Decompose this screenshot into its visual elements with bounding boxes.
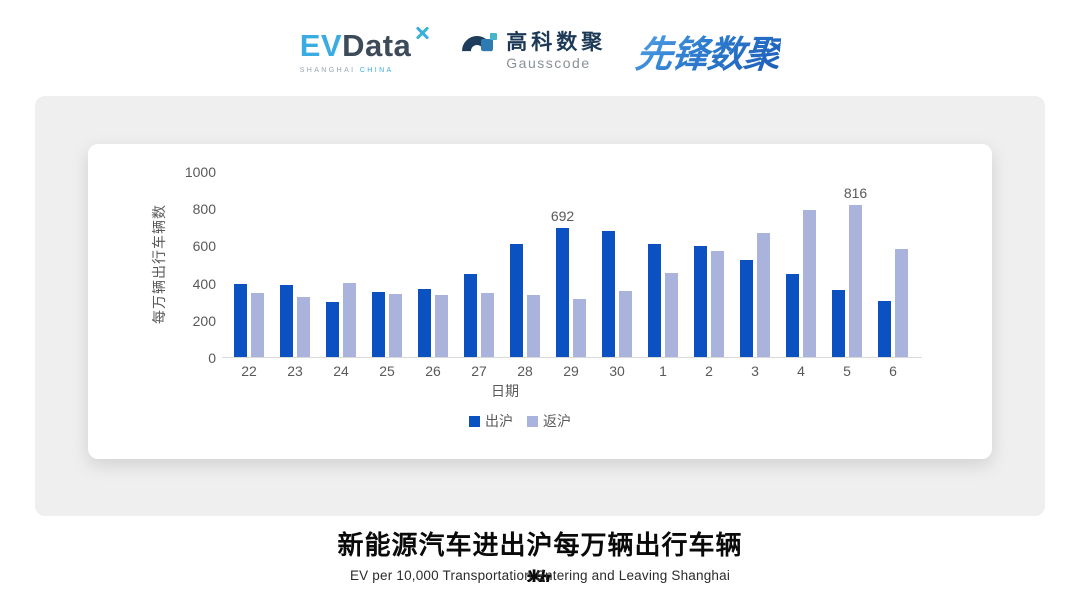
legend-item-出沪: 出沪	[469, 411, 513, 431]
bar-返沪-25	[389, 294, 402, 357]
x-tick-label: 24	[333, 363, 349, 379]
legend: 出沪 返沪	[88, 411, 952, 431]
x-tick-label: 29	[563, 363, 579, 379]
y-tick-label: 800	[192, 201, 216, 218]
x-axis-title: 日期	[491, 383, 519, 399]
bar-group	[686, 171, 732, 357]
bar-出沪-3	[740, 260, 753, 357]
y-tick-label: 600	[192, 238, 216, 255]
bar-value-label: 692	[550, 208, 575, 224]
evdata-tagline-china: CHINA	[359, 67, 394, 74]
x-tick-label: 25	[379, 363, 395, 379]
bar-返沪-29	[573, 299, 586, 357]
bar-出沪-22	[234, 284, 247, 357]
bar-出沪-29: 692	[551, 208, 574, 357]
bar-group	[364, 171, 410, 357]
bar-group	[318, 171, 364, 357]
bar-出沪-27	[464, 274, 477, 357]
x-tick-label: 4	[797, 363, 805, 379]
y-tick-label: 1000	[184, 164, 216, 180]
bar-返沪-4	[803, 210, 816, 357]
bar-出沪-23	[280, 285, 293, 357]
legend-swatch-icon	[469, 415, 480, 427]
bar-返沪-30	[619, 291, 632, 357]
y-axis-title: 每万辆出行车辆数	[151, 204, 167, 324]
x-tick-label: 2	[705, 363, 713, 379]
x-tick-label: 1	[659, 363, 667, 379]
bar-返沪-28	[527, 295, 540, 357]
bar-返沪-1	[665, 273, 678, 357]
bar-group	[732, 171, 778, 357]
bar-出沪-4	[786, 274, 799, 357]
legend-label: 出沪	[485, 413, 513, 429]
y-tick-label: 0	[208, 350, 216, 366]
x-tick-label: 6	[889, 363, 897, 379]
legend-item-返沪: 返沪	[527, 411, 571, 431]
bar-返沪-5: 816	[844, 185, 867, 357]
gausscode-en-label: Gausscode	[506, 54, 591, 71]
bar-返沪-26	[435, 295, 448, 357]
chart-subtitle: EV per 10,000 Transportation Entering an…	[349, 568, 731, 583]
bar-group	[456, 171, 502, 357]
x-tick-label: 23	[287, 363, 303, 379]
y-axis-ticks: 0 200 400 600 800 1000	[172, 164, 226, 366]
bar-返沪-6	[895, 249, 908, 357]
chart-panel: 每万辆出行车辆数 0 200 400 600 800 1000 692 816 22 23 24…	[35, 96, 1045, 516]
bar-出沪-30	[602, 231, 615, 357]
legend-swatch-icon	[527, 415, 538, 427]
bar-出沪-28	[510, 244, 523, 357]
bar-group: 816	[824, 171, 870, 357]
legend-label: 返沪	[543, 413, 571, 429]
x-tick-label: 22	[241, 363, 257, 379]
bar-出沪-2	[694, 246, 707, 357]
bar-group	[410, 171, 456, 357]
bar-出沪-5	[832, 290, 845, 357]
bar-group	[272, 171, 318, 357]
evdata-logo-data: Data	[342, 28, 412, 63]
x-tick-label: 3	[751, 363, 759, 379]
bar-group	[594, 171, 640, 357]
bar-出沪-25	[372, 292, 385, 357]
x-tick-label: 5	[843, 363, 851, 379]
plot-area: 692 816	[222, 171, 922, 358]
y-tick-label: 200	[192, 312, 216, 329]
bar-返沪-2	[711, 251, 724, 357]
x-axis-ticks: 22 23 24 25 26 27 28 29 30 1 2 3 4 5 6	[226, 363, 916, 379]
chart-title: 新能源汽车进出沪每万辆出行车辆数	[337, 530, 743, 582]
x-tick-label: 28	[517, 363, 533, 379]
logo-bar: EV Data SHANGHAI CHINA 高科数聚 Gausscode 先锋数…	[0, 0, 1080, 96]
bar-返沪-22	[251, 293, 264, 357]
x-tick-label: 30	[609, 363, 625, 379]
y-tick-label: 400	[192, 275, 216, 292]
evdata-logo: EV Data SHANGHAI CHINA	[299, 26, 432, 74]
bar-返沪-24	[343, 283, 356, 357]
bar-出沪-6	[878, 301, 891, 357]
caption-block: 新能源汽车进出沪每万辆出行车辆数 EV per 10,000 Transport…	[0, 526, 1080, 583]
gausscode-logo: 高科数聚 Gausscode	[456, 29, 607, 73]
bar-出沪-1	[648, 244, 661, 357]
evdata-x-icon	[413, 24, 431, 42]
evdata-tagline: SHANGHAI CHINA	[300, 67, 432, 74]
bar-返沪-23	[297, 297, 310, 357]
evdata-logo-ev: EV	[299, 28, 343, 63]
gausscode-g-icon	[456, 29, 499, 73]
xianfeng-shuju-logo: 先锋数聚	[633, 24, 783, 78]
bar-出沪-24	[326, 302, 339, 357]
chart-card: 每万辆出行车辆数 0 200 400 600 800 1000 692 816 22 23 24…	[88, 144, 992, 459]
gausscode-cn-label: 高科数聚	[506, 30, 607, 54]
x-tick-label: 26	[425, 363, 441, 379]
bar-group	[640, 171, 686, 357]
bar-出沪-26	[418, 289, 431, 357]
bar-返沪-3	[757, 233, 770, 357]
bar-group	[502, 171, 548, 357]
bar-group	[226, 171, 272, 357]
bar-group	[778, 171, 824, 357]
bar-value-label: 816	[843, 185, 868, 201]
bar-group	[870, 171, 916, 357]
bar-group: 692	[548, 171, 594, 357]
bar-返沪-27	[481, 293, 494, 357]
evdata-tagline-shanghai: SHANGHAI	[299, 67, 356, 74]
x-tick-label: 27	[471, 363, 487, 379]
